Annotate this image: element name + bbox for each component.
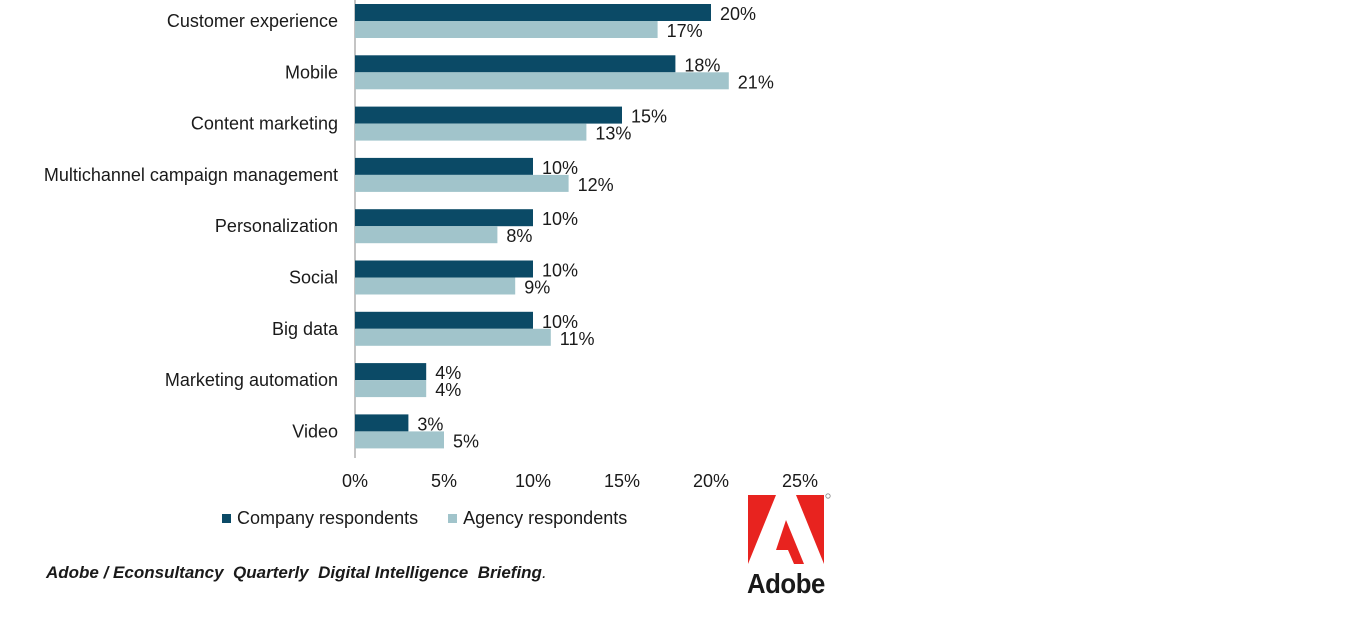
bar-agency: [355, 431, 444, 449]
data-label-agency: 8%: [506, 226, 532, 246]
x-tick-label: 5%: [431, 471, 457, 491]
category-label: Mobile: [285, 62, 338, 82]
x-tick-label: 0%: [342, 471, 368, 491]
bar-agency: [355, 123, 587, 141]
x-tick-label: 20%: [693, 471, 729, 491]
source-punct: .: [541, 563, 547, 582]
legend-label-company: Company respondents: [237, 508, 419, 528]
bar-company: [355, 4, 711, 21]
legend-label-agency: Agency respondents: [463, 508, 628, 528]
data-label-agency: 12%: [578, 175, 614, 195]
data-label-company: 10%: [542, 209, 578, 229]
data-label-company: 3%: [417, 414, 443, 434]
bar-agency: [355, 380, 427, 398]
data-label-company: 15%: [631, 107, 667, 127]
category-label: Social: [289, 268, 338, 288]
bar-agency: [355, 72, 729, 90]
category-label: Multichannel campaign management: [44, 165, 338, 185]
data-label-company: 10%: [542, 158, 578, 178]
legend-item-agency: Agency respondents: [448, 508, 627, 529]
source-note: Adobe / Econsultancy Quarterly Digital I…: [46, 563, 547, 583]
bar-company: [355, 414, 409, 432]
data-label-company: 10%: [542, 312, 578, 332]
data-label-agency: 13%: [595, 124, 631, 144]
data-label-company: 10%: [542, 261, 578, 281]
category-label: Content marketing: [191, 114, 338, 134]
bar-agency: [355, 328, 551, 346]
data-label-company: 20%: [720, 4, 756, 24]
category-label: Personalization: [215, 216, 338, 236]
data-label-agency: 17%: [667, 21, 703, 41]
legend-item-company: Company respondents: [222, 508, 418, 529]
category-label: Video: [292, 421, 338, 441]
legend-swatch-agency: [448, 514, 458, 523]
bar-agency: [355, 21, 658, 38]
data-label-agency: 9%: [524, 278, 550, 298]
legend-swatch-company: [222, 514, 231, 523]
adobe-logo: [748, 493, 831, 564]
bar-company: [355, 260, 533, 278]
source-text: Adobe / Econsultancy Quarterly Digital I…: [46, 563, 542, 582]
x-tick-label: 25%: [782, 471, 818, 491]
bar-company: [355, 55, 676, 73]
data-label-company: 18%: [684, 55, 720, 75]
bar-company: [355, 209, 533, 227]
x-tick-label: 10%: [515, 471, 551, 491]
data-label-agency: 21%: [738, 72, 774, 92]
category-label: Marketing automation: [165, 370, 338, 390]
data-label-company: 4%: [435, 363, 461, 383]
bar-chart: Customer experience 20% 17% Mobile 18% 21% Con…: [44, 0, 818, 491]
bar-agency: [355, 174, 569, 192]
bar-company: [355, 311, 533, 329]
category-label: Big data: [272, 319, 339, 339]
data-label-agency: 4%: [435, 380, 461, 400]
bar-agency: [355, 226, 498, 244]
data-label-agency: 5%: [453, 431, 479, 451]
adobe-logo-word: Adobe: [747, 568, 825, 599]
bar-company: [355, 106, 622, 124]
bar-company: [355, 157, 533, 175]
data-label-agency: 11%: [560, 329, 595, 349]
x-tick-label: 15%: [604, 471, 640, 491]
bar-company: [355, 363, 427, 381]
bar-agency: [355, 277, 516, 295]
category-label: Customer experience: [167, 11, 338, 31]
legend: Company respondents Agency respondents: [222, 508, 657, 529]
